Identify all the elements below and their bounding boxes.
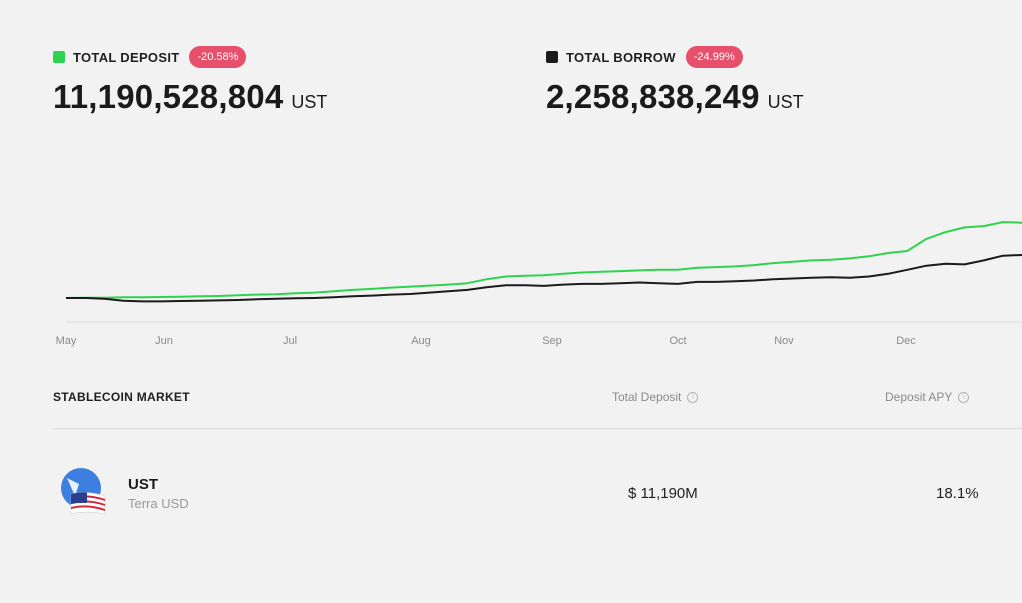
- total-deposit-stat: TOTAL DEPOSIT -20.58% 11,190,528,804 UST: [53, 46, 327, 116]
- x-tick-label-dec: Dec: [896, 335, 916, 347]
- table-divider: [53, 428, 1022, 429]
- coin-total-deposit: $ 11,190M: [628, 485, 698, 502]
- total-borrow-stat: TOTAL BORROW -24.99% 2,258,838,249 UST: [546, 46, 804, 116]
- total-deposit-label: TOTAL DEPOSIT: [73, 49, 180, 65]
- x-tick-label-aug: Aug: [411, 335, 431, 347]
- column-deposit-apy-label: Deposit APY: [885, 390, 953, 404]
- total-deposit-unit: UST: [291, 92, 328, 112]
- coin-symbol: UST: [128, 476, 158, 493]
- ust-flag-logo: [61, 468, 106, 515]
- x-tick-label-oct: Oct: [669, 335, 686, 347]
- info-icon[interactable]: i: [958, 391, 970, 403]
- x-tick-label-sep: Sep: [542, 335, 562, 347]
- coin-name: Terra USD: [128, 496, 189, 511]
- column-total-deposit[interactable]: Total Deposit i: [612, 390, 699, 404]
- table-row[interactable]: UST Terra USD $ 11,190M 18.1%: [53, 462, 1022, 522]
- x-tick-label-nov: Nov: [774, 335, 794, 347]
- column-deposit-apy[interactable]: Deposit APY i: [885, 390, 970, 404]
- market-title: STABLECOIN MARKET: [53, 390, 190, 404]
- coin-deposit-apy: 18.1%: [936, 485, 979, 502]
- total-deposit-value: 11,190,528,804: [53, 78, 284, 115]
- x-tick-label-jul: Jul: [283, 335, 297, 347]
- borrow-legend-swatch: [546, 51, 558, 63]
- total-borrow-label: TOTAL BORROW: [566, 49, 676, 65]
- borrow-change-badge: -24.99%: [685, 46, 743, 68]
- total-borrow-value: 2,258,838,249: [546, 78, 760, 115]
- x-tick-label-jun: Jun: [155, 335, 173, 347]
- market-table-header: STABLECOIN MARKET Total Deposit i Deposi…: [53, 390, 1022, 410]
- x-tick-label-may: May: [56, 335, 77, 347]
- total-borrow-unit: UST: [767, 92, 804, 112]
- deposit-series-line: [65, 221, 1022, 299]
- info-icon[interactable]: i: [687, 391, 699, 403]
- deposit-change-badge: -20.58%: [189, 46, 247, 68]
- borrow-series-line: [66, 254, 1022, 303]
- deposit-legend-swatch: [53, 51, 65, 63]
- deposit-borrow-line-chart[interactable]: May Jun Jul Aug Sep Oct Nov Dec: [0, 0, 1022, 360]
- column-total-deposit-label: Total Deposit: [612, 390, 682, 404]
